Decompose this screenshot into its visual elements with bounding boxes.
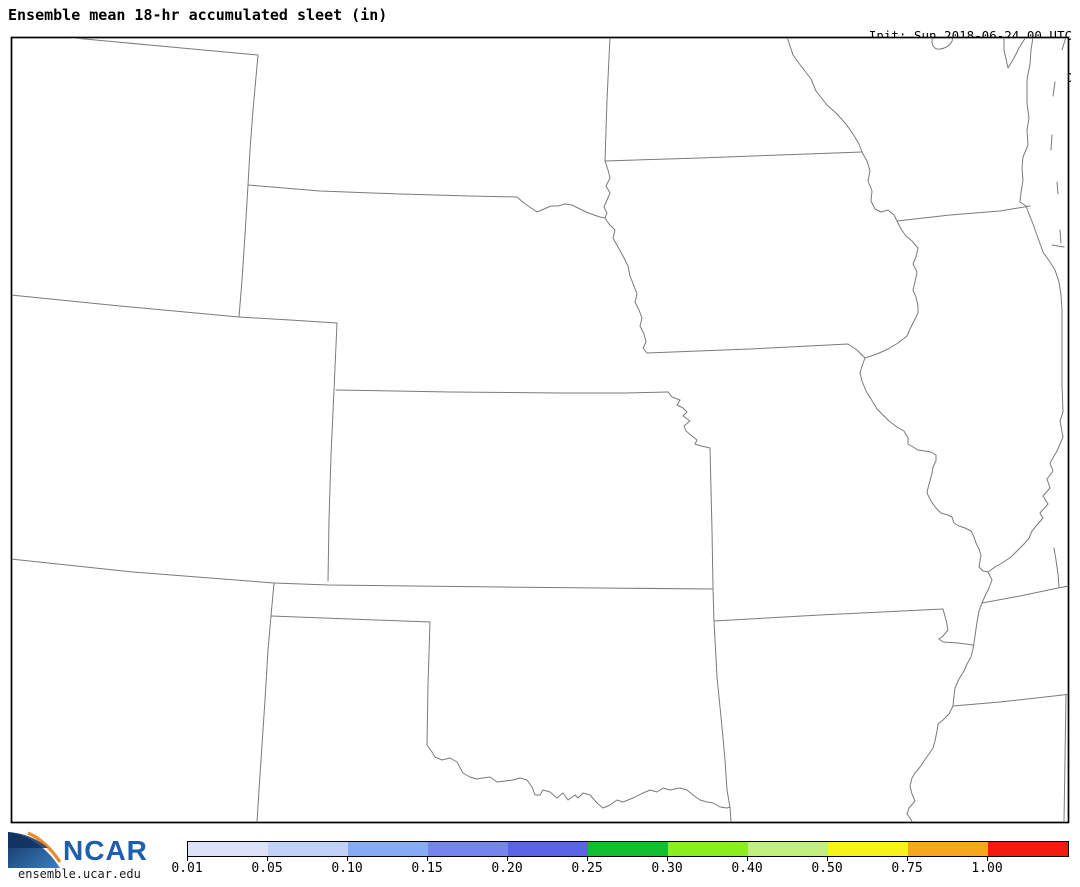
- colorbar-tick-0.05: [267, 857, 268, 861]
- colorbar-segment-1.00+: [988, 842, 1068, 856]
- border-ks-mo: [709, 447, 715, 622]
- ncar-logo-orange-arc: [27, 831, 62, 863]
- colorbar-label-0.20: 0.20: [491, 861, 523, 876]
- border-co-east: [327, 322, 338, 582]
- colorbar-label-0.01: 0.01: [171, 861, 203, 876]
- border-ms-al: [1063, 694, 1067, 822]
- colorbar-tick-0.40: [747, 857, 748, 861]
- border-co-north: [12, 294, 338, 324]
- colorbar-tick-0.25: [587, 857, 588, 861]
- colorbar-label-1.00: 1.00: [971, 861, 1003, 876]
- border-red-river: [426, 744, 731, 809]
- colorbar-segment-0.40-0.50: [748, 842, 828, 856]
- colorbar-segment-0.20-0.25: [508, 842, 588, 856]
- border-sd-ne: [247, 184, 606, 219]
- colorbar-segment-0.50-0.75: [828, 842, 908, 856]
- border-mn-west: [604, 38, 611, 162]
- border-big-sioux-river: [603, 160, 611, 219]
- border-mn-ia: [604, 151, 863, 162]
- colorbar-label-0.50: 0.50: [811, 861, 843, 876]
- green-bay-shore: [1003, 38, 1026, 69]
- colorbar-segments: [188, 842, 1068, 856]
- colorbar-label-0.10: 0.10: [331, 861, 363, 876]
- colorbar-segment-0.15-0.20: [428, 842, 508, 856]
- colorbar-tick-0.75: [907, 857, 908, 861]
- map-frame: [10, 36, 1070, 824]
- ncar-wordmark: NCAR: [63, 835, 148, 866]
- border-mississippi-lower: [906, 571, 993, 822]
- colorbar-segment-0.25-0.30: [588, 842, 668, 856]
- colorbar-tick-0.10: [347, 857, 348, 861]
- border-wi-il: [896, 205, 1031, 222]
- colorbar-label-0.15: 0.15: [411, 861, 443, 876]
- colorbar-segment-0.01-0.05: [188, 842, 268, 856]
- border-missouri-river-ks-mo: [667, 391, 711, 449]
- colorbar-tick-0.01: [187, 857, 188, 861]
- colorbar-segment-0.10-0.15: [348, 842, 428, 856]
- site-url: ensemble.ucar.edu: [18, 867, 141, 881]
- border-tx-panhandle-north: [270, 615, 431, 623]
- colorbar-tick-1.00: [987, 857, 988, 861]
- lake-michigan-state-line-dashes: [1050, 38, 1067, 248]
- colorbar-label-0.40: 0.40: [731, 861, 763, 876]
- colorbar-tick-0.15: [427, 857, 428, 861]
- border-ky-tn: [981, 547, 1068, 604]
- border-tx-panhandle-east: [426, 621, 431, 746]
- ncar-logo-navy-edge: [8, 832, 48, 848]
- lake-michigan-shore: [1019, 38, 1063, 311]
- ncar-logo: [8, 831, 62, 868]
- border-co-ks-south: [12, 558, 713, 590]
- border-mississippi-upper: [786, 38, 863, 153]
- border-wyoming-north: [68, 38, 259, 56]
- border-il-in-wabash-ohio: [987, 309, 1064, 573]
- border-mo-ar: [713, 608, 974, 646]
- state-borders: [12, 38, 1068, 822]
- colorbar-segment-0.75-1.00: [908, 842, 988, 856]
- border-tn-ms: [952, 693, 1068, 707]
- lake-winnebago: [931, 38, 953, 50]
- border-mississippi-iowa: [861, 151, 919, 359]
- border-missouri-river-ne-ia: [604, 217, 648, 354]
- colorbar-segment-0.05-0.10: [268, 842, 348, 856]
- colorbar: [187, 841, 1069, 857]
- border-ne-ks: [335, 389, 669, 394]
- border-ia-mo: [646, 343, 866, 359]
- border-ok-ar: [713, 620, 732, 822]
- colorbar-tick-0.50: [827, 857, 828, 861]
- colorbar-segment-0.30-0.40: [668, 842, 748, 856]
- colorbar-tick-0.30: [667, 857, 668, 861]
- colorbar-label-0.75: 0.75: [891, 861, 923, 876]
- colorbar-tick-0.20: [507, 857, 508, 861]
- border-mississippi-mo-il: [859, 357, 989, 573]
- colorbar-label-0.30: 0.30: [651, 861, 683, 876]
- colorbar-label-0.25: 0.25: [571, 861, 603, 876]
- page-title: Ensemble mean 18-hr accumulated sleet (i…: [8, 6, 388, 24]
- colorbar-label-0.05: 0.05: [251, 861, 283, 876]
